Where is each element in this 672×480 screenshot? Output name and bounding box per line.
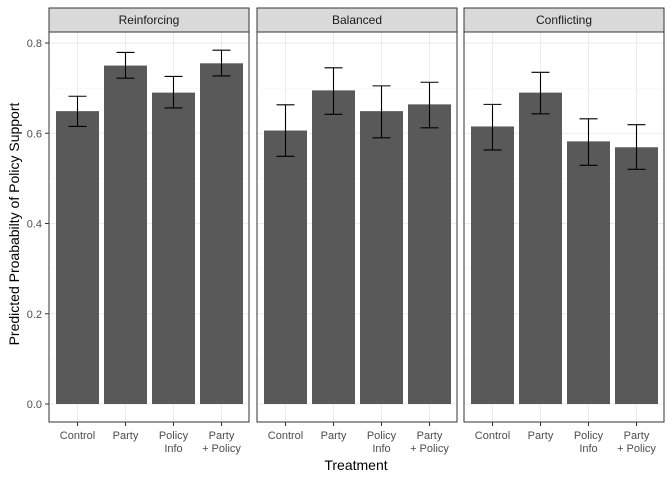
error-bar xyxy=(212,49,231,77)
y-tick-label: 0.8 xyxy=(27,38,42,50)
x-tick-label: Control xyxy=(60,430,95,442)
y-tick-label: 0.4 xyxy=(27,219,42,231)
error-bar xyxy=(324,67,343,115)
y-tick-label: 0.2 xyxy=(27,309,42,321)
panel-balanced: Balanced Control Party Policy Info Party + Pol… xyxy=(256,7,458,455)
facet-strip-label: Conflicting xyxy=(536,13,592,27)
bar xyxy=(104,65,147,404)
panel-conflicting: Conflicting Control Party Policy Info Party + … xyxy=(463,7,665,455)
x-tick-label: Party xyxy=(321,430,347,442)
x-tick-label: Policy Info xyxy=(367,430,397,455)
x-tick-label: Control xyxy=(268,430,303,442)
panel-border xyxy=(463,31,665,423)
error-bar xyxy=(372,85,391,139)
facet-strip xyxy=(48,7,250,33)
x-tick-label: Party + Policy xyxy=(410,430,449,455)
x-tick-label: Policy Info xyxy=(574,430,604,455)
x-axis-title: Treatment xyxy=(324,457,387,473)
bar xyxy=(471,126,514,404)
x-tick-label: Policy Info xyxy=(159,430,189,455)
bar xyxy=(56,111,99,405)
x-tick-label: Party xyxy=(528,430,554,442)
facet-strip xyxy=(256,7,458,33)
bar xyxy=(264,130,307,405)
y-tick-label: 0.0 xyxy=(27,399,42,411)
error-bar xyxy=(579,118,598,166)
panel-border xyxy=(256,31,458,423)
y-axis-title: Predicted Proababilty of Policy Support xyxy=(6,102,22,345)
bar xyxy=(519,92,562,404)
bar xyxy=(312,90,355,404)
error-bar xyxy=(164,75,183,109)
error-bar xyxy=(68,95,87,128)
bar xyxy=(360,111,403,405)
panel-reinforcing: Reinforcing Control Party Policy Info Party + … xyxy=(48,7,250,455)
facet-strip-label: Balanced xyxy=(332,13,382,27)
y-tick-label: 0.6 xyxy=(27,128,42,140)
x-tick-label: Party xyxy=(113,430,139,442)
error-bar xyxy=(276,104,295,157)
error-bar xyxy=(627,124,646,170)
facet-strip xyxy=(463,7,665,33)
error-bar xyxy=(116,51,135,79)
bar xyxy=(152,92,195,404)
error-bar xyxy=(531,71,550,115)
bar xyxy=(615,147,658,404)
y-axis: 0.0 0.2 0.4 0.6 0.8 xyxy=(27,38,49,411)
error-bar xyxy=(483,103,502,151)
panel-border xyxy=(48,31,250,423)
x-tick-label: Control xyxy=(475,430,510,442)
bar xyxy=(200,63,243,405)
bar xyxy=(567,141,610,404)
facet-strip-label: Reinforcing xyxy=(119,13,180,27)
error-bar xyxy=(420,81,439,129)
x-tick-label: Party + Policy xyxy=(617,430,656,455)
x-tick-label: Party + Policy xyxy=(202,430,241,455)
panels-layer: Reinforcing Control Party Policy Info Party + … xyxy=(48,7,665,455)
bar xyxy=(408,104,451,405)
